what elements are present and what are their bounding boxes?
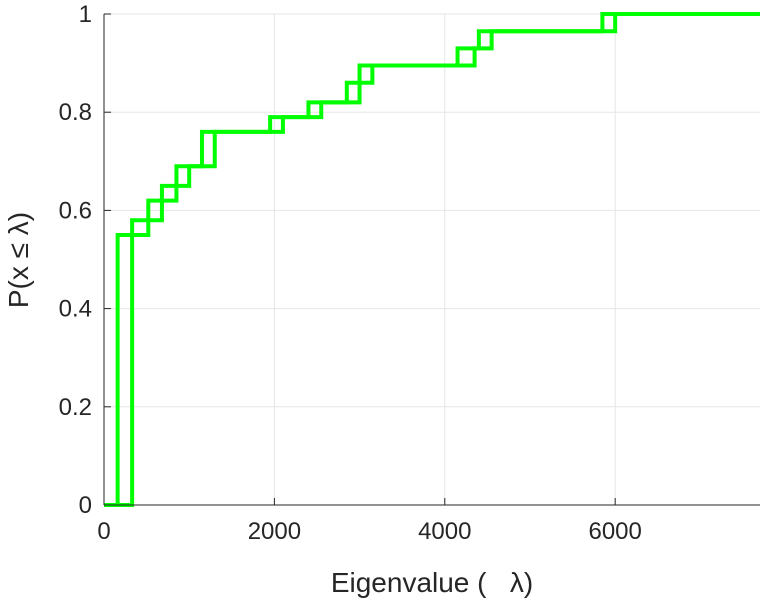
y-tick-label-2: 0.4 xyxy=(59,296,92,323)
x-tick-label-3: 6000 xyxy=(588,518,641,545)
x-axis-title: Eigenvalue ( λ) xyxy=(331,567,533,598)
cdf-series-0 xyxy=(104,12,760,507)
x-tick-label-2: 4000 xyxy=(418,518,471,545)
y-tick-label-4: 0.8 xyxy=(59,99,92,126)
cdf-series-1 xyxy=(104,12,760,507)
series-layer xyxy=(104,12,760,507)
y-tick-label-1: 0.2 xyxy=(59,394,92,421)
y-tick-label-3: 0.6 xyxy=(59,197,92,224)
axis-layer xyxy=(103,13,760,506)
x-tick-label-0: 0 xyxy=(97,518,110,545)
y-tick-label-0: 0 xyxy=(79,492,92,519)
y-tick-label-5: 1 xyxy=(79,1,92,28)
plot-area-background xyxy=(104,14,760,505)
x-tick-label-1: 2000 xyxy=(248,518,301,545)
tick-label-layer: 0 2000 4000 6000 0 0.2 0.4 0.6 0.8 1 xyxy=(59,1,642,545)
y-axis-title: P(x ≤ λ) xyxy=(3,212,34,308)
